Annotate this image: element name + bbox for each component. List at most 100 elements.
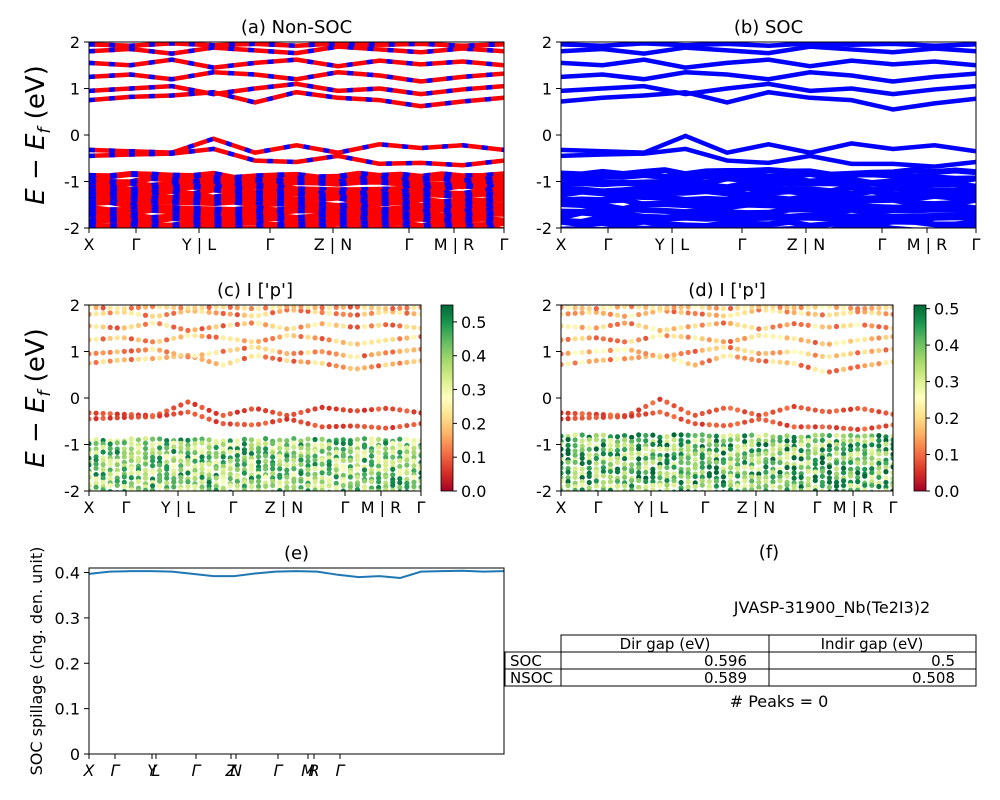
colorbar-tick-label: 0.3 [934, 373, 959, 392]
scatter-point-valence [713, 478, 720, 484]
ytick-label: 0.3 [55, 609, 80, 628]
scatter-point-valence [657, 434, 663, 440]
scatter-point [671, 326, 677, 332]
scatter-point [361, 311, 368, 317]
scatter-point-valence [784, 443, 790, 449]
xtick-label: Γ [122, 498, 131, 517]
scatter-point-valence [791, 465, 797, 471]
scatter-point-valence [572, 459, 578, 465]
scatter-point [185, 354, 191, 360]
scatter-point [277, 334, 283, 340]
scatter-point [593, 309, 599, 315]
scatter-point-valence [89, 450, 92, 457]
scatter-point-valence [819, 473, 825, 479]
scatter-point [742, 310, 748, 316]
scatter-point [565, 311, 571, 317]
scatter-point [206, 358, 212, 365]
scatter-point-valence [333, 457, 339, 463]
scatter-point [749, 308, 755, 314]
scatter-point-valence [171, 489, 177, 491]
colorbar-tick-label: 0.4 [461, 347, 486, 366]
xtick-label: X [83, 761, 96, 780]
scatter-point-valence [883, 460, 889, 466]
scatter-point [206, 416, 212, 422]
scatter-point-valence [664, 442, 670, 448]
scatter-point-valence [121, 466, 127, 472]
scatter-point-valence [149, 487, 156, 491]
scatter-point-valence [347, 488, 353, 491]
scatter-point-valence [819, 447, 825, 453]
scatter-point-valence [833, 450, 840, 456]
scatter-point-valence [607, 437, 614, 444]
scatter-point [777, 407, 783, 413]
scatter-point [305, 308, 311, 314]
scatter-point-valence [777, 438, 783, 444]
scatter-point-valence [89, 474, 92, 480]
scatter-point-valence [114, 467, 120, 473]
scatter-point [763, 350, 769, 357]
scatter-point-valence [770, 469, 776, 475]
scatter-point-valence [833, 479, 840, 485]
scatter-point-valence [213, 487, 219, 491]
scatter-point-valence [347, 474, 353, 480]
scatter-point-valence [277, 474, 283, 480]
ytick-label: 1 [542, 80, 552, 99]
scatter-point [636, 305, 642, 310]
scatter-point-valence [742, 459, 748, 466]
scatter-point-valence [354, 482, 361, 488]
scatter-point [798, 321, 804, 328]
scatter-point-valence [742, 455, 748, 461]
scatter-point-valence [206, 450, 212, 456]
scatter-point-valence [840, 451, 847, 457]
scatter-point [770, 359, 776, 365]
scatter-point-valence [876, 489, 882, 491]
scatter-point-valence [727, 452, 734, 458]
scatter-point-valence [840, 470, 847, 476]
scatter-point-valence [178, 453, 184, 459]
scatter-point-valence [368, 485, 375, 491]
scatter-point-valence [798, 434, 804, 440]
scatter-point-valence [791, 483, 797, 489]
scatter-point [319, 404, 325, 410]
scatter-point-valence [390, 454, 396, 460]
scatter-point-valence [727, 478, 734, 485]
scatter-point-valence [376, 436, 382, 443]
scatter-point [418, 410, 421, 416]
scatter-point-valence [354, 453, 361, 459]
scatter-point-valence [876, 433, 882, 439]
scatter-point [734, 337, 741, 343]
scatter-point [142, 312, 149, 318]
scatter-point [164, 412, 170, 418]
scatter-point [164, 349, 170, 355]
scatter-point-valence [248, 466, 255, 473]
scatter-point [636, 412, 642, 418]
colorbar-tick-label: 0.2 [934, 409, 959, 428]
scatter-point-valence [890, 483, 893, 489]
scatter-point [840, 407, 847, 413]
scatter-point [192, 327, 198, 333]
scatter-point-valence [650, 479, 656, 485]
scatter-point-valence [629, 446, 635, 452]
scatter-point-valence [876, 437, 882, 444]
scatter-point-valence [305, 446, 311, 452]
scatter-point [157, 413, 163, 419]
scatter-point [819, 324, 825, 330]
scatter-point-valence [326, 483, 332, 489]
scatter-point [319, 336, 325, 342]
scatter-point [876, 324, 882, 330]
scatter-point-valence [255, 474, 262, 480]
scatter-point-valence [643, 432, 649, 439]
scatter-point-valence [404, 462, 410, 468]
scatter-point [749, 418, 755, 424]
scatter-point-valence [149, 476, 156, 482]
scatter-point [798, 310, 804, 316]
scatter-point-valence [312, 471, 318, 477]
scatter-point [572, 336, 578, 342]
scatter-point [121, 305, 127, 312]
scatter-point [411, 421, 417, 428]
scatter-point-valence [326, 470, 332, 476]
scatter-point-valence [572, 480, 578, 486]
scatter-point [241, 312, 248, 318]
scatter-point-valence [157, 441, 163, 447]
xtick-label: Γ [111, 761, 121, 780]
